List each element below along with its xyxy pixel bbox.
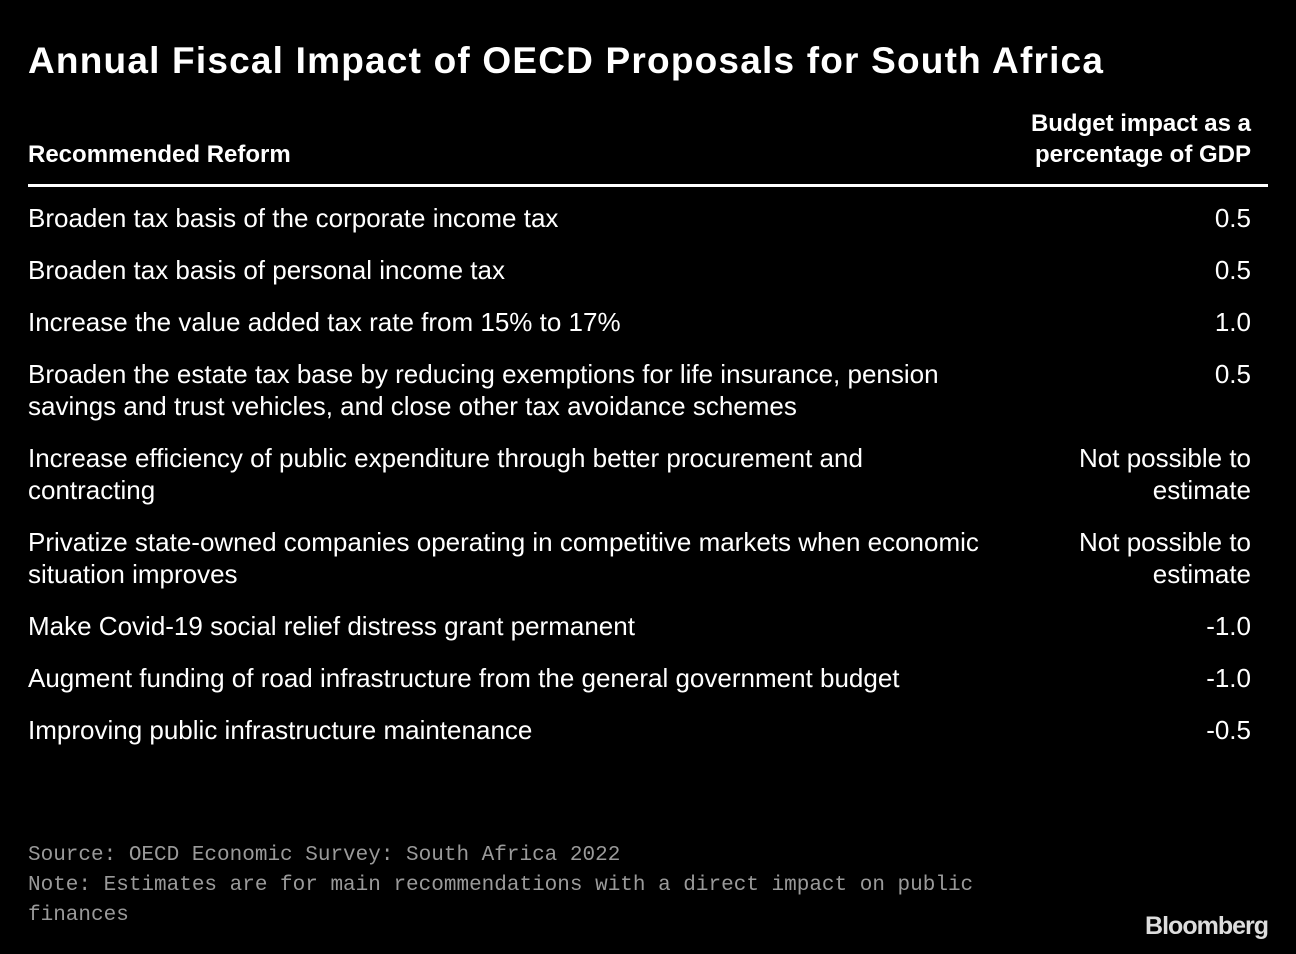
reform-cell: Privatize state-owned companies operatin…: [28, 527, 979, 589]
header-reform: Recommended Reform: [28, 141, 291, 168]
table-row: Broaden tax basis of the corporate incom…: [28, 192, 1268, 244]
chart-title: Annual Fiscal Impact of OECD Proposals f…: [28, 40, 1105, 81]
reform-cell: Broaden the estate tax base by reducing …: [28, 359, 939, 421]
table-body: Broaden tax basis of the corporate incom…: [28, 187, 1268, 756]
reform-cell: Increase efficiency of public expenditur…: [28, 443, 863, 505]
impact-cell: Not possible to estimate: [1079, 527, 1251, 589]
header-impact: Budget impact as a percentage of GDP: [1031, 108, 1268, 170]
impact-cell: -0.5: [1206, 715, 1251, 745]
table-row: Broaden the estate tax base by reducing …: [28, 348, 1268, 432]
table-row: Increase efficiency of public expenditur…: [28, 432, 1268, 516]
header-impact-line1: Budget impact as a: [1030, 110, 1251, 137]
footnotes: Source: OECD Economic Survey: South Afri…: [28, 841, 1008, 931]
reform-cell: Broaden tax basis of the corporate incom…: [28, 203, 559, 233]
note: Note: Estimates are for main recommendat…: [28, 874, 974, 927]
reform-cell: Augment funding of road infrastructure f…: [28, 663, 900, 693]
impact-cell: 0.5: [1214, 203, 1251, 233]
reform-cell: Increase the value added tax rate from 1…: [28, 307, 621, 337]
reform-table: Recommended Reform Budget impact as a pe…: [28, 108, 1268, 756]
bloomberg-logo: Bloomberg: [1145, 912, 1269, 940]
table-row: Augment funding of road infrastructure f…: [28, 652, 1268, 704]
impact-cell: Not possible to estimate: [1079, 443, 1251, 505]
reform-cell: Improving public infrastructure maintena…: [28, 715, 533, 745]
header-impact-line2: percentage of GDP: [1034, 141, 1251, 168]
table-row: Broaden tax basis of personal income tax…: [28, 244, 1268, 296]
table-row: Privatize state-owned companies operatin…: [28, 516, 1268, 600]
table-header: Recommended Reform Budget impact as a pe…: [28, 108, 1268, 187]
impact-cell: -1.0: [1206, 611, 1251, 641]
reform-cell: Make Covid-19 social relief distress gra…: [28, 611, 635, 641]
impact-cell: 1.0: [1214, 307, 1251, 337]
impact-cell: 0.5: [1214, 359, 1251, 389]
table-row: Improving public infrastructure maintena…: [28, 704, 1268, 756]
table-row: Make Covid-19 social relief distress gra…: [28, 600, 1268, 652]
impact-cell: 0.5: [1214, 255, 1251, 285]
impact-cell: -1.0: [1206, 663, 1251, 693]
reform-cell: Broaden tax basis of personal income tax: [28, 255, 505, 285]
table-row: Increase the value added tax rate from 1…: [28, 296, 1268, 348]
source-note: Source: OECD Economic Survey: South Afri…: [28, 844, 621, 867]
